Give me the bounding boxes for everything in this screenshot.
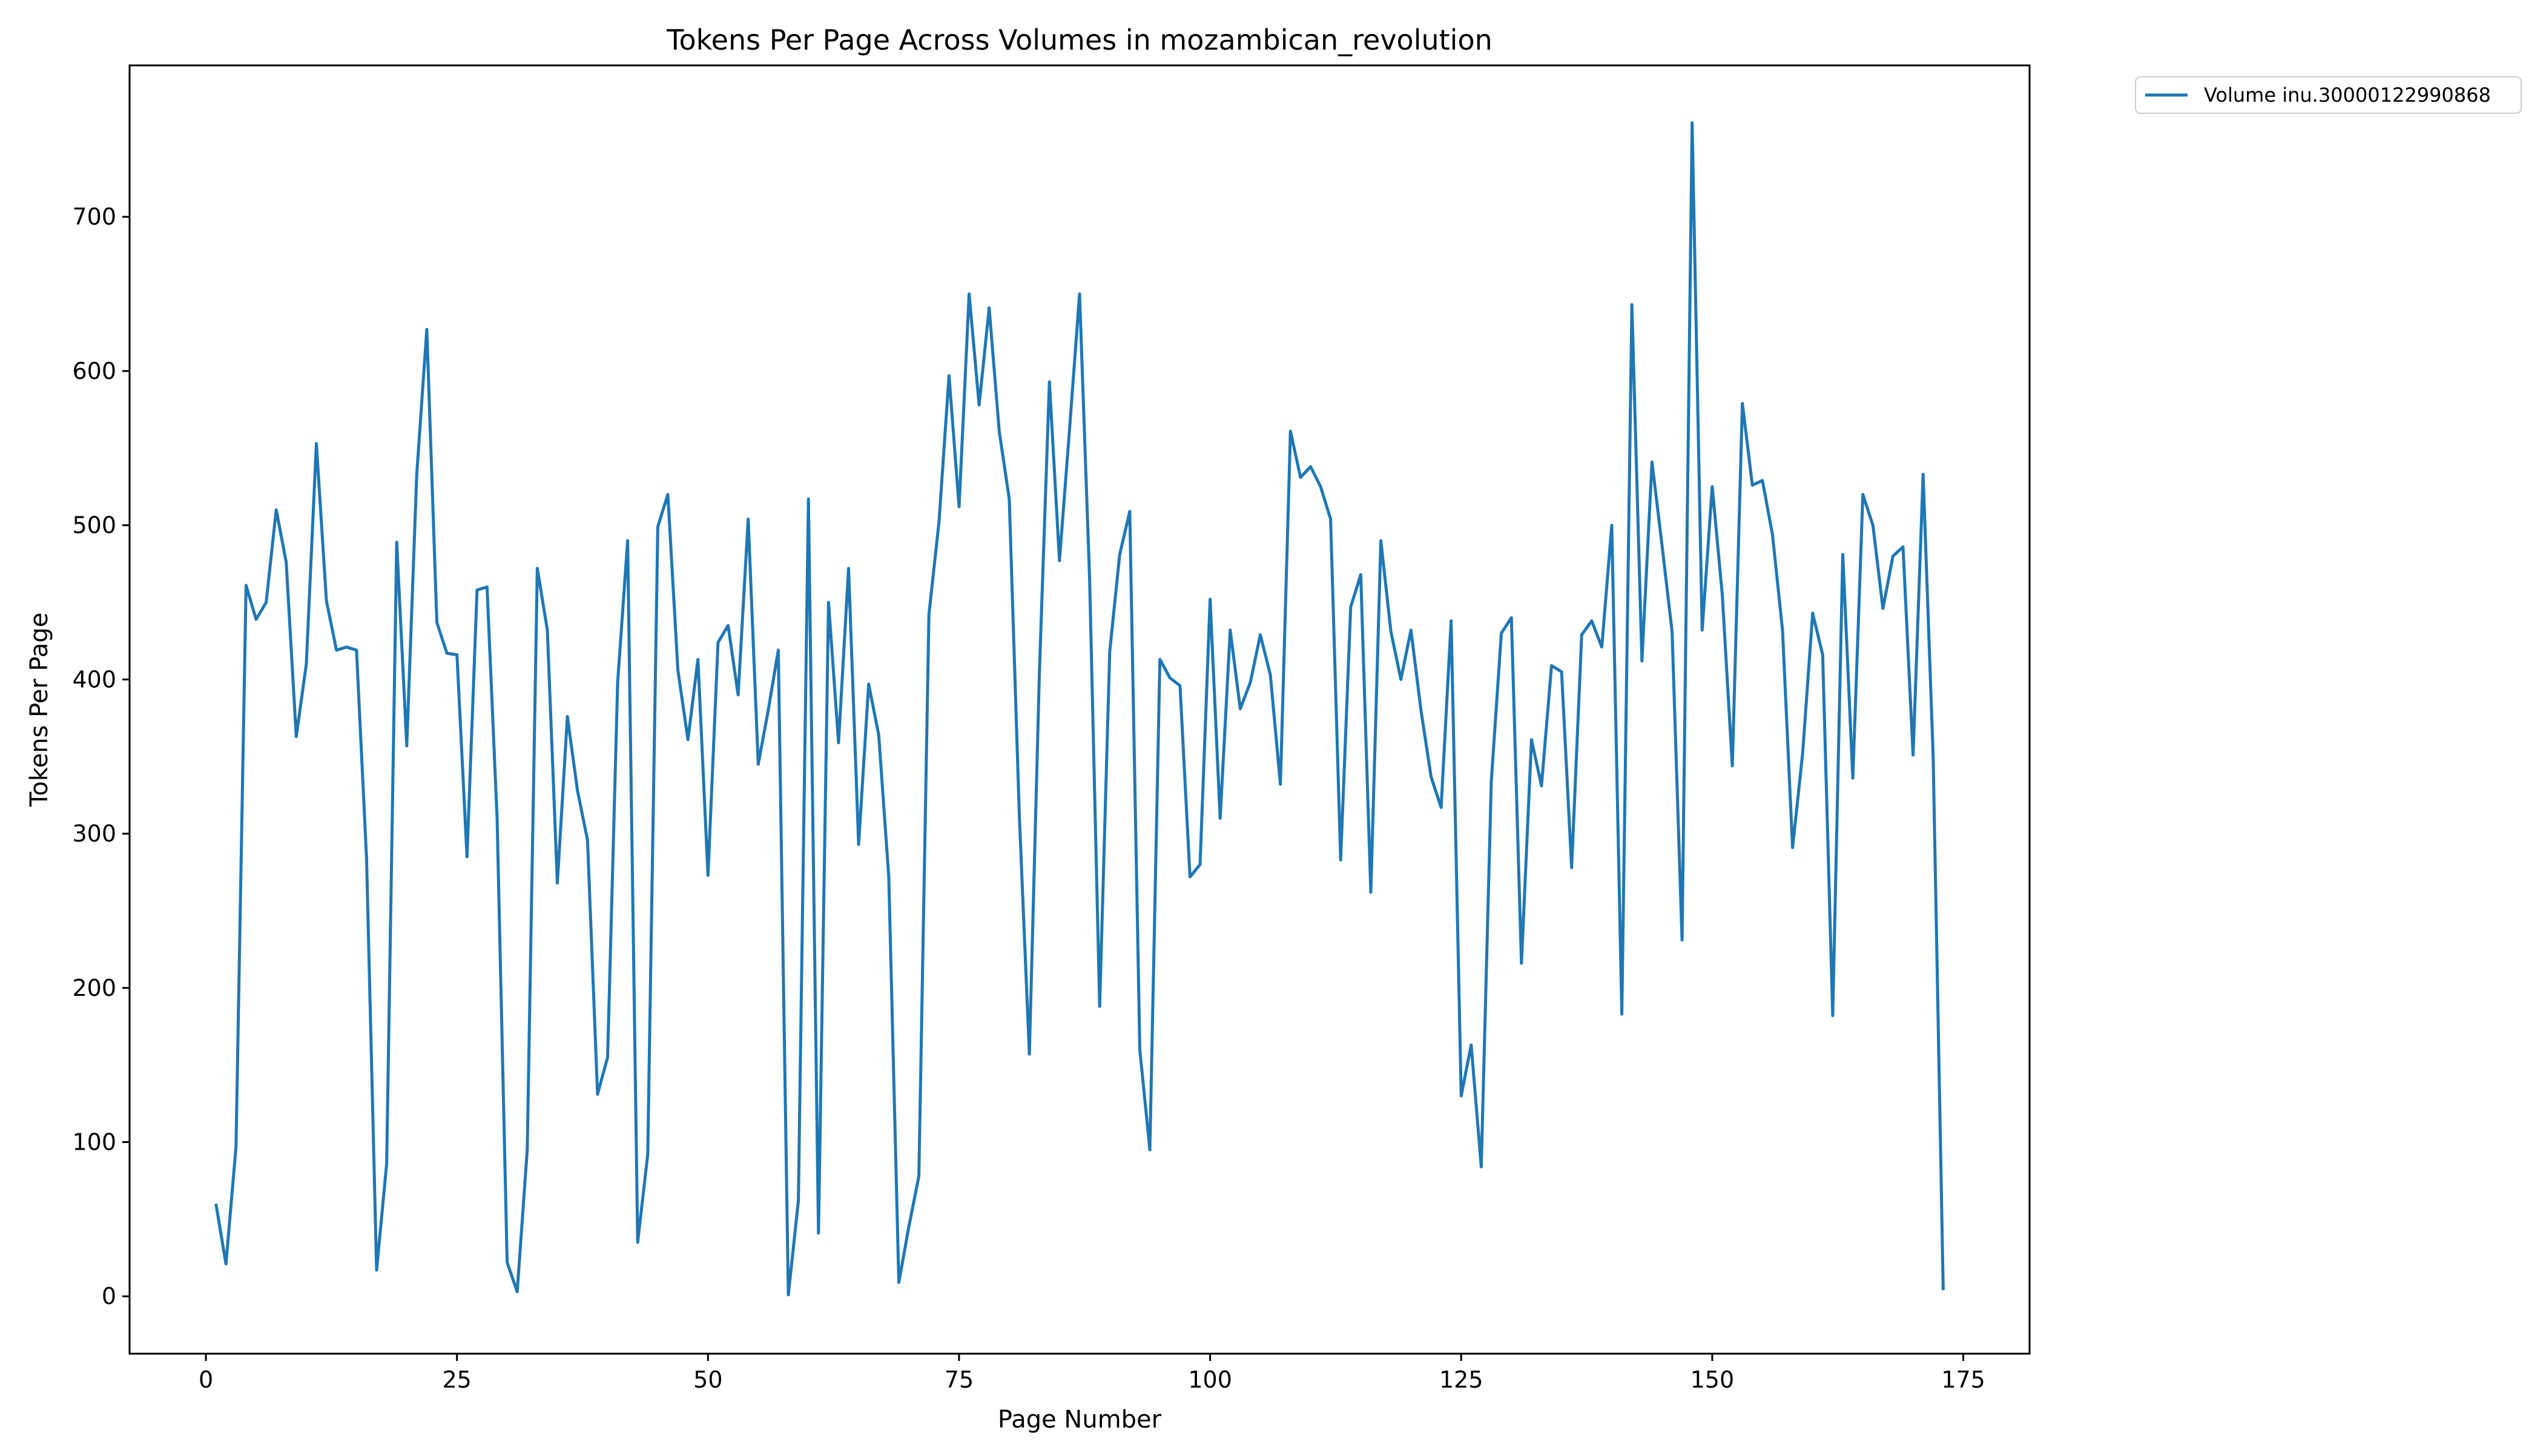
y-axis-label: Tokens Per Page <box>25 613 53 808</box>
y-tick-label: 400 <box>72 666 116 693</box>
y-tick-label: 100 <box>72 1129 116 1156</box>
x-tick-label: 25 <box>443 1366 472 1393</box>
y-tick-label: 600 <box>72 358 116 384</box>
y-axis-ticks: 0 100 200 300 400 500 600 700 <box>72 203 130 1309</box>
y-tick-label: 200 <box>72 975 116 1001</box>
y-tick-label: 700 <box>72 203 116 230</box>
y-tick-label: 0 <box>102 1283 116 1309</box>
chart-title: Tokens Per Page Across Volumes in mozamb… <box>666 24 1492 56</box>
legend-box <box>2135 76 2522 114</box>
legend: Volume inu.30000122990868 <box>2135 76 2522 114</box>
x-tick-label: 150 <box>1690 1366 1735 1393</box>
y-tick-label: 300 <box>72 820 116 847</box>
legend-entry: Volume inu.30000122990868 <box>2204 84 2491 107</box>
plot-frame <box>128 64 2031 1355</box>
x-tick-label: 50 <box>693 1366 722 1393</box>
x-tick-label: 175 <box>1941 1366 1985 1393</box>
x-tick-label: 0 <box>199 1366 213 1393</box>
x-tick-label: 75 <box>945 1366 974 1393</box>
x-tick-label: 125 <box>1439 1366 1483 1393</box>
series-line-0 <box>214 121 1945 1297</box>
x-tick-label: 100 <box>1188 1366 1232 1393</box>
x-axis-ticks: 0 25 50 75 100 125 150 175 <box>199 1354 1985 1393</box>
x-axis-label: Page Number <box>998 1406 1162 1434</box>
y-tick-label: 500 <box>72 512 116 539</box>
plot-layer <box>214 121 1945 1297</box>
